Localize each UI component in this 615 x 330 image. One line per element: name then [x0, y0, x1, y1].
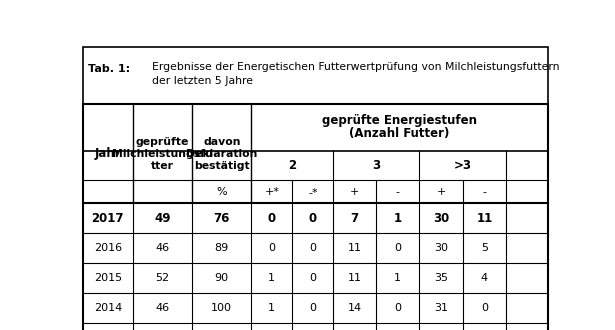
Text: 11: 11: [347, 244, 362, 253]
Text: 1: 1: [268, 274, 276, 283]
Text: -*: -*: [308, 187, 317, 197]
Text: 1: 1: [394, 212, 402, 225]
Text: 3: 3: [372, 159, 380, 172]
Text: 11: 11: [476, 212, 493, 225]
Text: -: -: [482, 187, 486, 197]
Text: >3: >3: [453, 159, 472, 172]
Text: 4: 4: [481, 274, 488, 283]
Text: 2017: 2017: [92, 212, 124, 225]
Text: 46: 46: [156, 244, 170, 253]
Text: 0: 0: [394, 244, 401, 253]
Text: Jahr: Jahr: [95, 148, 121, 160]
Text: 2014: 2014: [93, 304, 122, 314]
Text: bestätigt: bestätigt: [194, 161, 250, 171]
Text: 2015: 2015: [94, 274, 122, 283]
Text: 1: 1: [268, 304, 276, 314]
Text: 30: 30: [433, 212, 449, 225]
Text: tter: tter: [151, 161, 174, 171]
Text: 46: 46: [156, 304, 170, 314]
Text: Milchleistungsfu: Milchleistungsfu: [113, 149, 213, 159]
Text: 0: 0: [268, 212, 276, 225]
Text: 100: 100: [212, 304, 232, 314]
Text: 0: 0: [394, 304, 401, 314]
Text: der letzten 5 Jahre: der letzten 5 Jahre: [152, 76, 253, 86]
Text: %: %: [216, 187, 227, 197]
Text: (Anzahl Futter): (Anzahl Futter): [349, 127, 450, 140]
Text: 89: 89: [215, 244, 229, 253]
Text: 76: 76: [213, 212, 230, 225]
Text: 0: 0: [309, 244, 316, 253]
Text: davon: davon: [203, 137, 240, 147]
Text: 0: 0: [309, 304, 316, 314]
Text: 7: 7: [351, 212, 359, 225]
Text: Ergebnisse der Energetischen Futterwertprüfung von Milchleistungsfuttern: Ergebnisse der Energetischen Futterwertp…: [152, 62, 559, 72]
Text: 30: 30: [434, 244, 448, 253]
Text: Deklaration: Deklaration: [186, 149, 258, 159]
Text: 2: 2: [288, 159, 296, 172]
Text: 90: 90: [215, 274, 229, 283]
Text: 49: 49: [154, 212, 171, 225]
Text: 1: 1: [394, 274, 401, 283]
Text: 5: 5: [481, 244, 488, 253]
Text: -: -: [395, 187, 400, 197]
Text: 0: 0: [309, 212, 317, 225]
Text: 35: 35: [434, 274, 448, 283]
Text: 11: 11: [347, 274, 362, 283]
Text: +*: +*: [264, 187, 279, 197]
Text: Tab. 1:: Tab. 1:: [89, 64, 130, 75]
Text: 14: 14: [347, 304, 362, 314]
Text: 31: 31: [434, 304, 448, 314]
Text: 0: 0: [268, 244, 276, 253]
Text: 0: 0: [481, 304, 488, 314]
Text: geprüfte: geprüfte: [136, 137, 189, 147]
Text: 0: 0: [309, 274, 316, 283]
Text: 52: 52: [156, 274, 170, 283]
Text: geprüfte Energiestufen: geprüfte Energiestufen: [322, 114, 477, 127]
Text: 2016: 2016: [94, 244, 122, 253]
Text: +: +: [350, 187, 359, 197]
Text: +: +: [436, 187, 446, 197]
